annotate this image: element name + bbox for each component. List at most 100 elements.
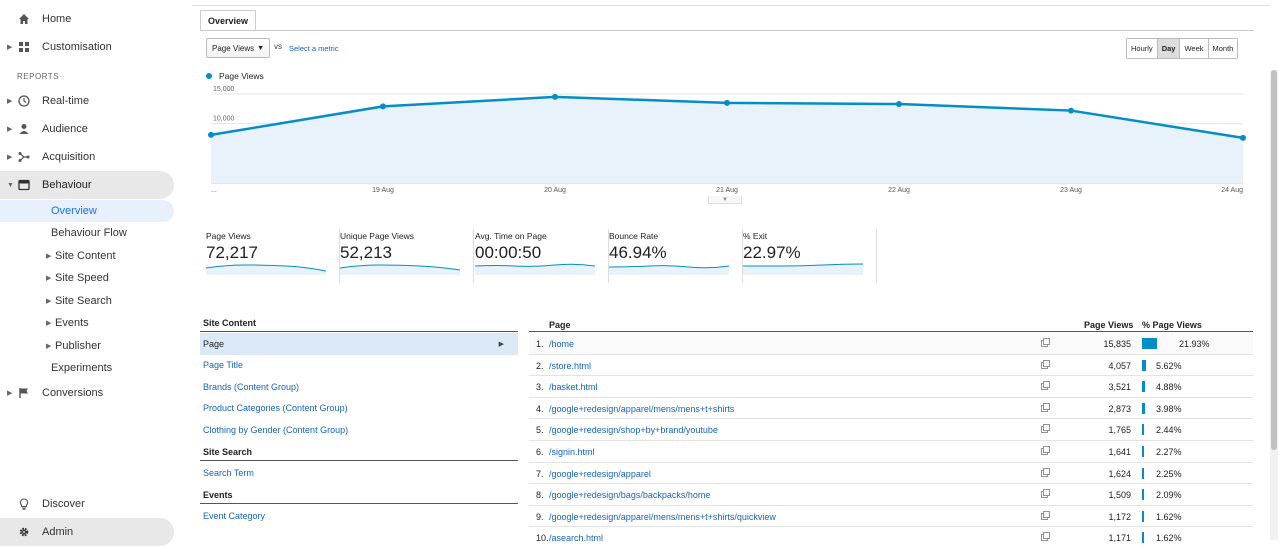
table-row: 10./asearch.html 1,171 1.62% <box>529 527 1253 548</box>
dimension-search-term[interactable]: Search Term <box>203 468 254 478</box>
select-metric-link[interactable]: Select a metric <box>289 44 339 53</box>
row-index: 1. <box>536 339 544 349</box>
nav-customisation-label: Customisation <box>42 41 112 53</box>
x-tick-label: 21 Aug <box>716 187 738 194</box>
sub-item-site-speed[interactable]: ▶ Site Speed <box>0 267 174 289</box>
table-row: 3. /basket.html 3,521 4.88% <box>529 376 1253 398</box>
week-button[interactable]: Week <box>1180 39 1209 58</box>
x-tick-label: ... <box>211 187 217 194</box>
page-link[interactable]: /store.html <box>549 360 592 371</box>
dimension-product-categories[interactable]: Product Categories (Content Group) <box>203 403 348 413</box>
gear-icon <box>17 525 31 539</box>
pct-value: 2.27% <box>1156 447 1182 457</box>
legend-dot <box>206 73 212 79</box>
acquisition-icon <box>17 150 31 164</box>
page-views-value: 15,835 <box>1103 339 1131 349</box>
chart-collapse-handle[interactable]: ▼ <box>708 196 742 204</box>
summary-label: Page Views <box>206 231 251 241</box>
header-page-views[interactable]: Page Views <box>1084 320 1134 330</box>
x-tick-label: 22 Aug <box>888 187 910 194</box>
open-page-icon[interactable] <box>1041 510 1050 520</box>
table-row: 8. /google+redesign/bags/backpacks/home 1,… <box>529 484 1253 506</box>
open-page-icon[interactable] <box>1041 359 1050 369</box>
dimension-brands[interactable]: Brands (Content Group) <box>203 382 300 392</box>
page-link[interactable]: /asearch.html <box>549 533 604 544</box>
data-point[interactable] <box>1240 134 1246 141</box>
data-point[interactable] <box>896 101 902 108</box>
pct-value: 2.09% <box>1156 490 1182 501</box>
open-page-icon[interactable] <box>1041 446 1050 455</box>
sparkline <box>475 263 595 275</box>
page-views-value: 1,765 <box>1108 425 1131 436</box>
open-page-icon[interactable] <box>1041 489 1050 499</box>
page-link[interactable]: /google+redesign/shop+by+brand/youtube <box>549 425 718 436</box>
nav-admin[interactable]: Admin <box>0 518 174 546</box>
dimension-page-title[interactable]: Page Title <box>203 360 244 370</box>
page-views-value: 1,171 <box>1108 533 1131 544</box>
page-link[interactable]: /basket.html <box>549 382 598 393</box>
sub-item-behaviour-flow[interactable]: Behaviour Flow <box>0 222 174 244</box>
sub-item-publisher[interactable]: ▶ Publisher <box>0 335 174 357</box>
sub-item-site-search[interactable]: ▶ Site Search <box>0 290 174 312</box>
scrollbar-thumb[interactable] <box>1271 70 1277 450</box>
dimension-event-category[interactable]: Event Category <box>203 511 266 521</box>
open-page-icon[interactable] <box>1041 424 1050 434</box>
top-divider <box>192 5 1270 6</box>
metric-select[interactable]: Page Views ▼ <box>206 38 270 58</box>
page-link[interactable]: /signin.html <box>549 447 595 457</box>
summary-exit: % Exit 22.97% <box>743 229 877 283</box>
sub-item-overview[interactable]: Overview <box>0 200 174 222</box>
open-page-icon[interactable] <box>1041 532 1050 542</box>
tab-overview[interactable]: Overview <box>200 10 257 31</box>
summary-label: % Exit <box>743 231 768 241</box>
pct-value: 5.62% <box>1156 360 1182 371</box>
sub-item-events[interactable]: ▶ Events <box>0 312 174 334</box>
row-index: 8. <box>536 490 544 501</box>
caret-down-icon: ▼ <box>7 181 14 189</box>
page-link[interactable]: /google+redesign/apparel/mens/mens+t+shi… <box>549 403 735 414</box>
sparkline <box>340 264 460 275</box>
page-views-value: 2,873 <box>1108 403 1131 414</box>
sub-item-site-content[interactable]: ▶ Site Content <box>0 245 174 267</box>
events-heading: Events <box>200 490 518 504</box>
day-button[interactable]: Day <box>1157 39 1181 58</box>
caret-right-icon: ▶ <box>46 275 52 282</box>
page-link[interactable]: /google+redesign/apparel/mens/mens+t+shi… <box>549 511 776 522</box>
reports-heading: REPORTS <box>17 72 60 81</box>
row-index: 10. <box>536 533 549 544</box>
open-page-icon[interactable] <box>1041 381 1050 391</box>
data-point[interactable] <box>208 131 214 138</box>
page-views-value: 4,057 <box>1108 360 1131 371</box>
dimension-clothing-by-gender[interactable]: Clothing by Gender (Content Group) <box>203 425 349 435</box>
page-link[interactable]: /google+redesign/apparel <box>549 468 651 479</box>
header-page[interactable]: Page <box>549 320 571 330</box>
open-page-icon[interactable] <box>1041 467 1050 477</box>
sub-item-behaviour-flow-label: Behaviour Flow <box>51 227 127 239</box>
page-link[interactable]: /google+redesign/bags/backpacks/home <box>549 490 711 501</box>
data-point[interactable] <box>380 103 386 110</box>
dimension-page[interactable]: Page ▶ <box>200 333 518 355</box>
open-page-icon[interactable] <box>1041 338 1050 347</box>
hourly-button[interactable]: Hourly <box>1127 39 1158 58</box>
nav-behaviour[interactable]: ▼ Behaviour <box>0 171 174 199</box>
pct-bar <box>1142 467 1144 479</box>
table-row: 4. /google+redesign/apparel/mens/mens+t+s… <box>529 398 1253 420</box>
sub-item-experiments[interactable]: Experiments <box>0 357 174 379</box>
sidebar: Home ▶ Customisation REPORTS ▶ Real-time… <box>0 0 190 548</box>
header-pct-page-views[interactable]: % Page Views <box>1142 320 1202 330</box>
data-point[interactable] <box>552 93 558 100</box>
row-index: 7. <box>536 468 544 479</box>
page-scrollbar[interactable] <box>1270 70 1278 540</box>
pct-bar <box>1142 359 1146 371</box>
summary-value: 46.94% <box>609 243 667 262</box>
summary-value: 52,213 <box>340 243 392 262</box>
page-views-value: 1,624 <box>1108 468 1131 479</box>
page-link[interactable]: /home <box>549 339 575 349</box>
site-search-heading: Site Search <box>200 447 518 461</box>
tab-divider <box>200 30 1254 31</box>
open-page-icon[interactable] <box>1041 402 1050 412</box>
month-button[interactable]: Month <box>1208 39 1238 58</box>
data-point[interactable] <box>1068 107 1074 114</box>
dimension-page-label: Page <box>203 339 225 349</box>
data-point[interactable] <box>724 99 730 106</box>
